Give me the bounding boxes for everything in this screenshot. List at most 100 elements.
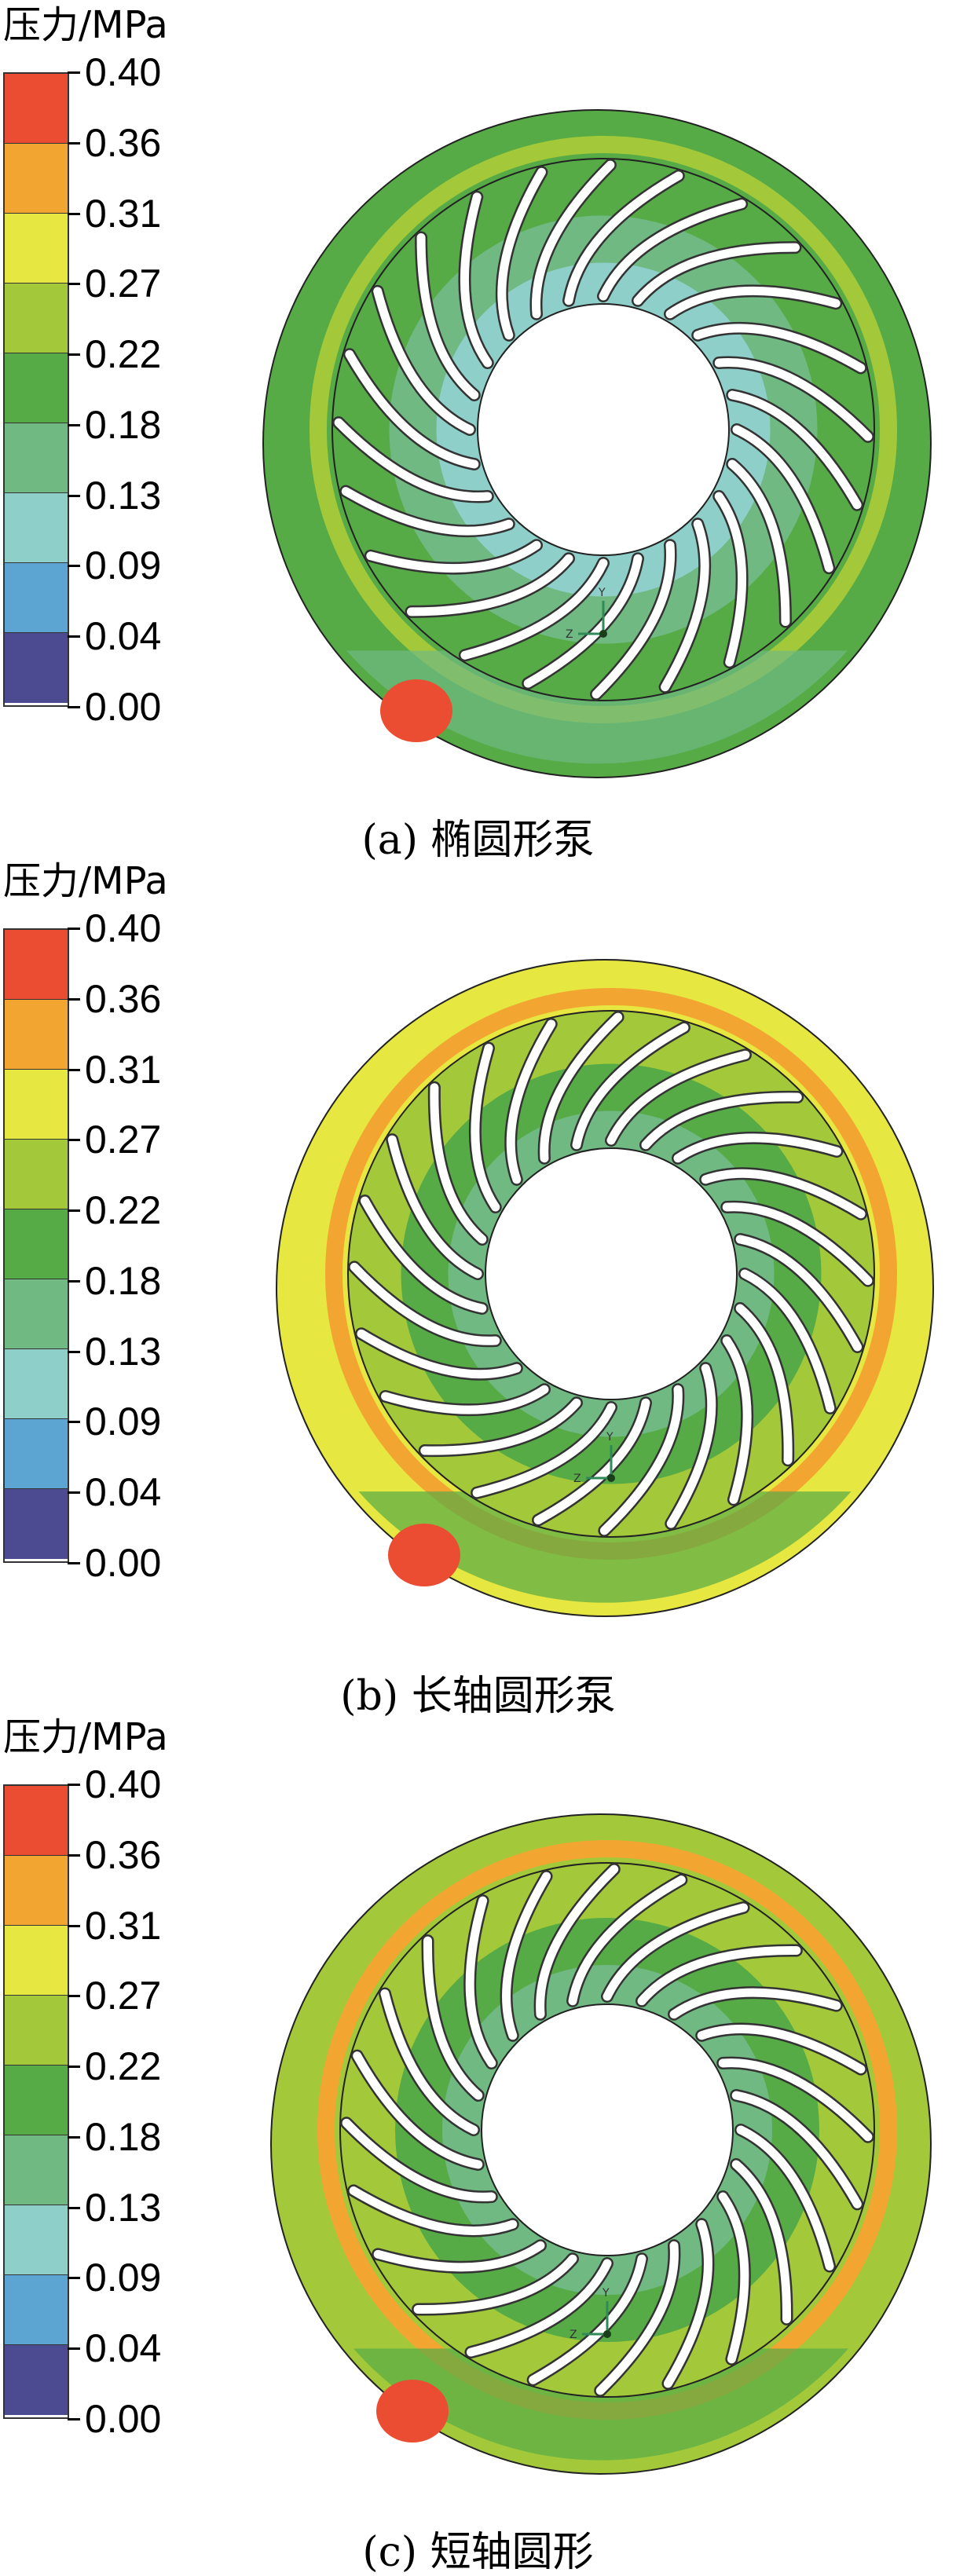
colorbar-tick-label: 0.40 xyxy=(85,906,162,950)
colorbar-segment xyxy=(5,1000,68,1070)
impeller-blade xyxy=(727,459,790,627)
colorbar-tick-label: 0.13 xyxy=(85,473,162,518)
colorbar-tick xyxy=(68,2418,80,2420)
caption: (b) 长轴圆形泵 xyxy=(340,1673,616,1720)
impeller-blade xyxy=(423,1936,483,2100)
impeller-blade xyxy=(430,1083,487,1244)
axis-origin xyxy=(607,1474,615,1482)
impeller-blade xyxy=(568,1875,686,2006)
colorbar-tick-label: 0.00 xyxy=(85,1541,162,1585)
impeller-blade xyxy=(471,1044,500,1212)
colorbar-segment xyxy=(5,1996,68,2066)
impeller-hub-opening xyxy=(481,2003,734,2256)
colorbar-tick xyxy=(68,494,80,497)
impeller-blade xyxy=(722,1336,752,1504)
colorbar-segment xyxy=(5,353,68,423)
y-axis-label: Y xyxy=(598,587,606,599)
impeller-blade xyxy=(727,390,862,510)
high-pressure-hotspot xyxy=(376,2380,449,2442)
impeller-blade xyxy=(506,1019,556,1184)
colorbar xyxy=(3,72,69,707)
colorbar-tick xyxy=(68,2206,80,2209)
caption: (a) 椭圆形泵 xyxy=(361,817,595,864)
colorbar-segment xyxy=(5,563,68,633)
colorbar-tick-label: 0.04 xyxy=(85,614,162,659)
colorbar-segment xyxy=(5,1856,68,1926)
impeller-blade xyxy=(360,1196,487,1313)
impeller-blade xyxy=(334,418,493,502)
colorbar-tick xyxy=(68,2066,80,2069)
colorbar-tick xyxy=(68,2135,80,2139)
impeller-blade xyxy=(665,286,841,319)
colorbar-tick-label: 0.22 xyxy=(85,332,162,377)
colorbar-tick-label: 0.36 xyxy=(85,1832,162,1877)
legend-title: 压力/MPa xyxy=(3,859,168,903)
impeller-blade xyxy=(357,1329,522,1379)
colorbar-tick xyxy=(68,71,80,74)
impeller-blade xyxy=(373,2241,545,2272)
impeller-blade xyxy=(342,2118,496,2201)
colorbar-segment xyxy=(5,1209,68,1279)
colorbar-segment xyxy=(5,2345,68,2415)
impeller-blade xyxy=(472,1403,616,1498)
impeller-blade xyxy=(531,160,615,319)
impeller-blade xyxy=(740,1269,835,1413)
colorbar-segment xyxy=(5,2205,68,2275)
colorbar-segment xyxy=(5,493,68,563)
colorbar-tick xyxy=(68,1853,80,1857)
colorbar-segment xyxy=(5,1349,68,1419)
impeller-blade xyxy=(669,1988,841,2019)
colorbar-tick-label: 0.13 xyxy=(85,1329,162,1374)
impeller-blade xyxy=(595,2241,679,2395)
impeller-blade xyxy=(697,2025,866,2074)
impeller-blade xyxy=(736,2125,834,2271)
colorbar-tick-label: 0.40 xyxy=(85,1762,162,1806)
impeller-blade xyxy=(466,2259,612,2357)
impeller-blade xyxy=(380,1989,478,2135)
impeller-blade xyxy=(701,1169,866,1219)
impeller-blade xyxy=(381,1385,549,1414)
colorbar-tick xyxy=(68,141,80,145)
colorbar-tick-label: 0.04 xyxy=(85,1470,162,1515)
impeller-blade xyxy=(599,1385,683,1535)
colorbar-tick xyxy=(68,1924,80,1927)
colorbar-segment xyxy=(5,1070,68,1140)
colorbar-tick-label: 0.27 xyxy=(85,1118,162,1162)
colorbar-tick xyxy=(68,1995,80,1998)
impeller-blade xyxy=(540,1012,623,1163)
impeller-blade xyxy=(416,232,479,400)
impeller-blade xyxy=(606,1050,750,1145)
impeller-blade xyxy=(732,425,833,573)
colorbar-segment xyxy=(5,1489,68,1559)
impeller-blade xyxy=(599,199,746,301)
colorbar-tick-label: 0.18 xyxy=(85,1258,162,1303)
impeller-blade xyxy=(353,2051,483,2169)
colorbar-segment xyxy=(5,1786,68,1856)
impeller-blade xyxy=(661,519,709,692)
legend-title: 压力/MPa xyxy=(3,3,168,47)
colorbar-tick-label: 0.04 xyxy=(85,2326,162,2371)
impeller-blade xyxy=(641,1092,802,1150)
colorbar-tick-label: 0.40 xyxy=(85,50,162,94)
z-axis-label: Z xyxy=(570,2329,577,2341)
colorbar-segment xyxy=(5,2135,68,2205)
colorbar-tick xyxy=(68,2277,80,2280)
colorbar-tick-label: 0.09 xyxy=(85,1400,162,1444)
impeller-blade xyxy=(663,2219,712,2388)
colorbar-tick-label: 0.27 xyxy=(85,262,162,306)
impeller-blade xyxy=(502,1872,551,2040)
colorbar-tick-label: 0.00 xyxy=(85,2397,162,2441)
impeller-blade xyxy=(735,1304,793,1465)
colorbar-tick xyxy=(68,1279,80,1283)
colorbar-segment xyxy=(5,1926,68,1996)
colorbar-segment xyxy=(5,1279,68,1349)
impeller-blade xyxy=(735,1235,863,1352)
impeller-blade xyxy=(637,1946,801,2006)
colorbar-tick xyxy=(68,1209,80,1213)
caption: (c) 短轴圆形 xyxy=(362,2529,594,2576)
colorbar-tick-label: 0.27 xyxy=(85,1974,162,2018)
colorbar-segment xyxy=(5,633,68,703)
impeller-blade xyxy=(572,1023,689,1150)
